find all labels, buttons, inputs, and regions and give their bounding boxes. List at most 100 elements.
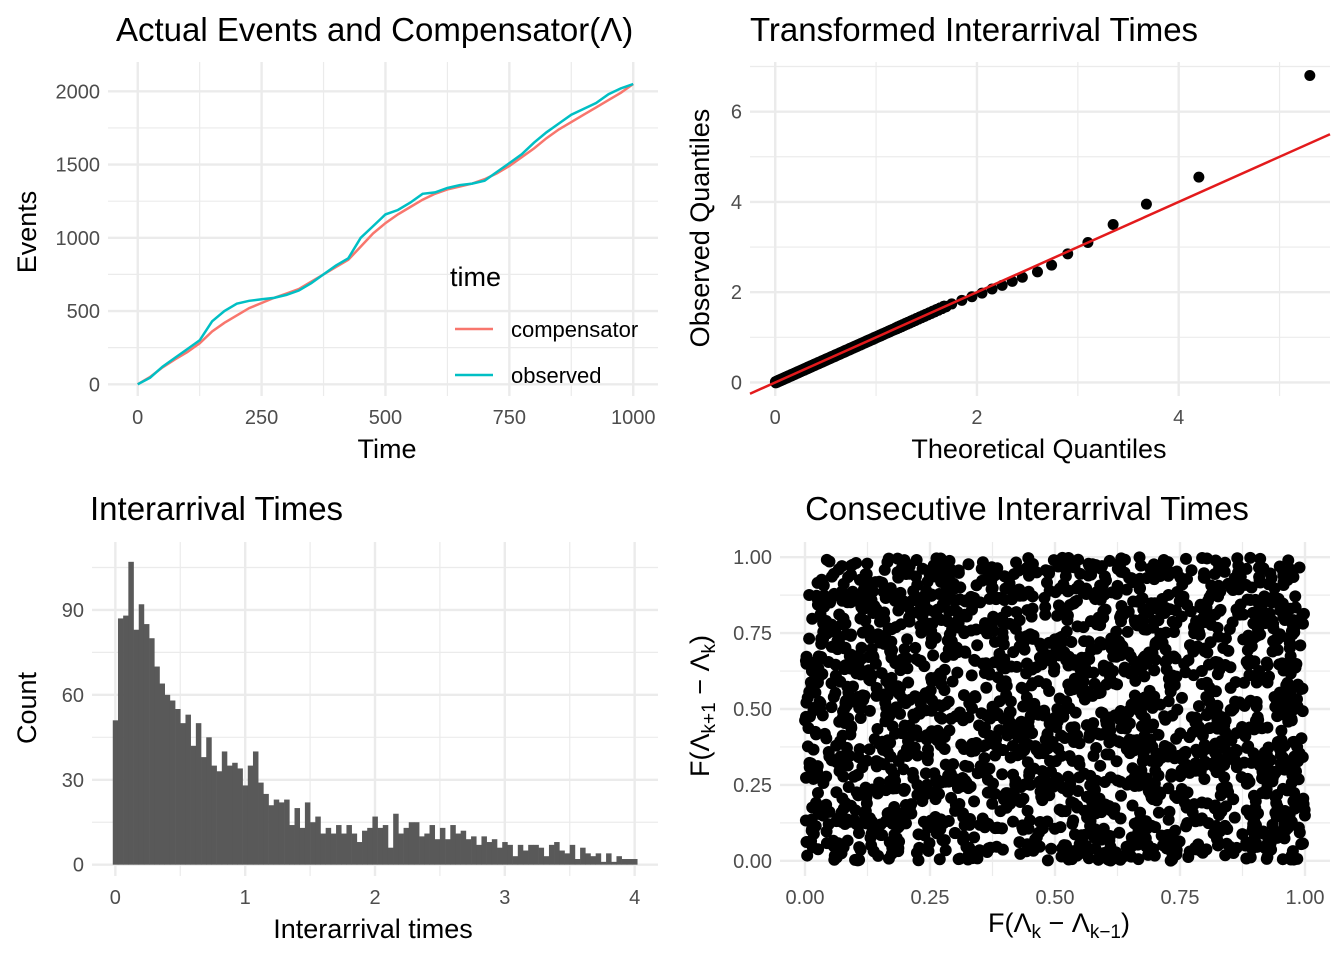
consec-point xyxy=(942,814,955,827)
consec-point xyxy=(828,849,841,862)
consec-point xyxy=(828,589,841,602)
consec-point xyxy=(1078,767,1091,780)
hist-bar xyxy=(325,827,332,865)
consec-point xyxy=(1202,690,1215,703)
hist-bar xyxy=(341,833,347,865)
consec-point xyxy=(1080,839,1093,852)
y-tick-label: 1500 xyxy=(56,155,101,177)
consec-point xyxy=(988,635,1001,648)
consec-point xyxy=(1087,666,1100,679)
consec-point xyxy=(822,655,835,668)
y-tick-label: 1.00 xyxy=(733,547,772,569)
consec-point xyxy=(1025,679,1038,692)
consec-point xyxy=(861,557,874,570)
consec-point xyxy=(1294,639,1307,652)
hist-bar xyxy=(611,861,617,865)
consec-point xyxy=(1085,822,1098,835)
consec-point xyxy=(1134,559,1147,572)
hist-bar xyxy=(595,853,602,865)
consec-point xyxy=(1251,622,1264,635)
consec-point xyxy=(852,826,865,839)
hist-bar xyxy=(356,842,363,865)
consec-point xyxy=(906,594,919,607)
consec-point xyxy=(1113,713,1126,726)
series-line-observed xyxy=(137,82,634,386)
consec-point xyxy=(921,778,934,791)
consec-point xyxy=(1249,801,1262,814)
consec-point xyxy=(1262,670,1275,683)
consec-point xyxy=(845,721,858,734)
consec-point xyxy=(1136,592,1149,605)
consec-point xyxy=(1224,681,1237,694)
consec-point xyxy=(1291,617,1304,630)
consec-point xyxy=(913,841,926,854)
consec-point xyxy=(933,853,946,866)
events-legend[interactable]: time compensator observed xyxy=(450,262,638,388)
hist-bar xyxy=(112,720,119,865)
consec-point xyxy=(1110,755,1123,768)
consec-point xyxy=(1118,553,1131,566)
hist-bar xyxy=(507,844,513,865)
consec-point xyxy=(1195,845,1208,858)
consec-point xyxy=(883,836,896,849)
consec-point xyxy=(1026,557,1039,570)
hist-bar xyxy=(289,825,295,865)
hist-bar xyxy=(580,847,586,865)
consec-point xyxy=(1282,554,1295,567)
consec-point xyxy=(944,584,957,597)
consec-point xyxy=(830,815,843,828)
consec-point xyxy=(1021,804,1034,817)
consec-point xyxy=(989,822,1002,835)
y-tick-label: 2 xyxy=(731,282,742,304)
consec-point xyxy=(1067,814,1080,827)
consec-point xyxy=(984,625,997,638)
consec-point xyxy=(880,674,893,687)
consec-point xyxy=(1152,602,1165,615)
consec-point xyxy=(971,767,984,780)
hist-bar xyxy=(299,827,306,865)
consec-point xyxy=(836,729,849,742)
consec-point xyxy=(893,835,906,848)
consec-point xyxy=(925,637,938,650)
hist-bar xyxy=(362,830,368,865)
x-tick-label: 4 xyxy=(1173,407,1184,429)
consec-point xyxy=(964,780,977,793)
consec-point xyxy=(1239,730,1252,743)
hist-bar xyxy=(237,768,243,865)
consec-point xyxy=(871,722,884,735)
consec-point xyxy=(835,560,848,573)
hist-bar xyxy=(268,805,275,865)
consec-point xyxy=(864,674,877,687)
consec-point xyxy=(1026,727,1039,740)
consec-point xyxy=(1111,678,1124,691)
consec-point xyxy=(825,701,838,714)
consec-point xyxy=(912,828,925,841)
consec-point xyxy=(996,843,1009,856)
consec-point xyxy=(1242,740,1255,753)
consec-point xyxy=(1083,653,1096,666)
consec-point xyxy=(1128,689,1141,702)
consec-point xyxy=(909,570,922,583)
consec-point xyxy=(1108,802,1121,815)
hist-bar xyxy=(180,723,186,865)
qq-point xyxy=(1046,259,1058,271)
consec-point xyxy=(1198,567,1211,580)
hist-bar xyxy=(522,850,529,865)
consec-point xyxy=(901,633,914,646)
consec-point xyxy=(1287,735,1300,748)
consec-point xyxy=(1256,787,1269,800)
consec-point xyxy=(804,656,817,669)
consec-point xyxy=(1067,676,1080,689)
consec-point xyxy=(1149,764,1162,777)
consec-point xyxy=(1211,621,1224,634)
consec-point xyxy=(851,649,864,662)
consec-point xyxy=(1277,569,1290,582)
consec-point xyxy=(1047,777,1060,790)
consec-point xyxy=(1001,729,1014,742)
consec-point xyxy=(807,743,820,756)
consec-point xyxy=(1209,737,1222,750)
consec-point xyxy=(864,591,877,604)
consec-point xyxy=(836,792,849,805)
qq-reference-line-group xyxy=(749,133,1331,395)
y-tick-label: 0.00 xyxy=(733,851,772,873)
